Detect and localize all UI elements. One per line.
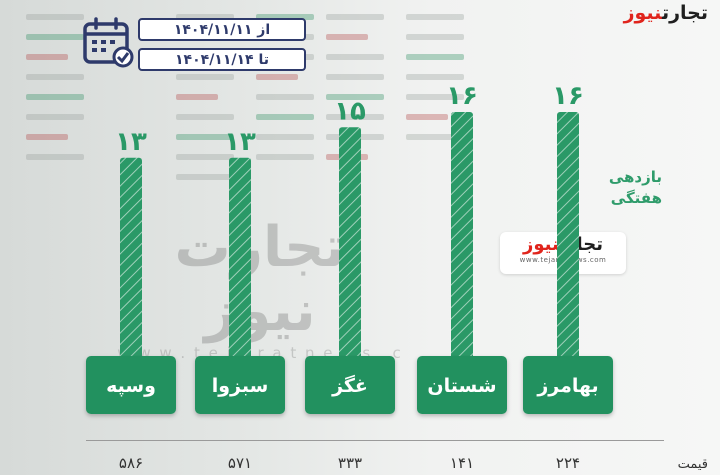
date-from-label: از ۱۴۰۴/۱۱/۱۱ <box>138 18 306 41</box>
bar-3 <box>339 127 361 362</box>
category-label-5: بهامرز <box>536 375 598 397</box>
value-label-1: ۱۳ <box>115 127 147 157</box>
category-label-4: شستان <box>427 375 496 397</box>
price-row: قیمت ۵۸۶ ۵۷۱ ۳۳۳ ۱۴۱ ۲۲۴ <box>0 440 720 475</box>
brand-logo: تجارتنیوز <box>623 2 708 24</box>
value-label-4: ۱۶ <box>446 81 478 111</box>
date-range-panel: از ۱۴۰۴/۱۱/۱۱ تا ۱۴۰۴/۱۱/۱۴ <box>82 10 306 72</box>
background-ticker-column <box>400 0 470 360</box>
category-box-2 <box>195 356 285 414</box>
bar-5 <box>557 112 579 362</box>
chart-side-label: بازدهی هفتگی <box>608 168 662 207</box>
price-value-3: ۳۳۳ <box>337 454 363 472</box>
price-value-2: ۵۷۱ <box>227 454 253 472</box>
price-label: قیمت <box>677 457 708 472</box>
bar-2 <box>229 157 251 362</box>
calendar-icon <box>83 17 134 68</box>
category-label-2: سبزوا <box>212 375 269 397</box>
price-divider <box>86 440 664 441</box>
date-to-label: تا ۱۴۰۴/۱۱/۱۴ <box>138 48 306 71</box>
category-label-1: وسپه <box>106 375 156 397</box>
bar-1 <box>120 157 142 362</box>
value-label-3: ۱۵ <box>334 96 366 126</box>
category-box-3 <box>305 356 395 414</box>
category-box-4 <box>417 356 507 414</box>
price-value-1: ۵۸۶ <box>118 454 144 472</box>
price-value-4: ۱۴۱ <box>449 454 475 472</box>
value-label-2: ۱۳ <box>224 127 256 157</box>
background-ticker-column <box>20 0 90 360</box>
price-value-5: ۲۲۴ <box>555 454 581 472</box>
bar-4 <box>451 112 473 362</box>
category-box-5 <box>523 356 613 414</box>
category-label-3: غگز <box>331 374 368 397</box>
value-label-5: ۱۶ <box>552 81 584 111</box>
category-box-1 <box>86 356 176 414</box>
